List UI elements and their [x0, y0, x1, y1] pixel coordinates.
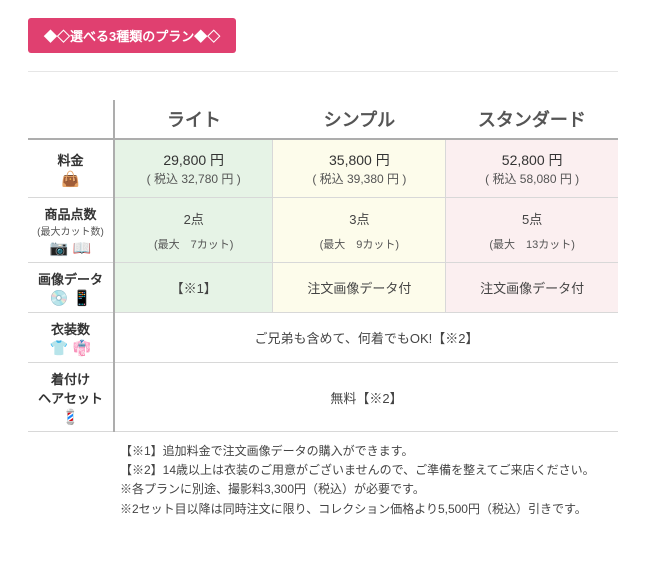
items-main: 5点 [522, 212, 542, 227]
price-sub: ( 税込 39,380 円 ) [312, 172, 406, 186]
cell-hair-all: 無料【※2】 [114, 363, 618, 432]
col-head-light: ライト [114, 100, 273, 139]
row-label: 着付け ヘアセット [38, 372, 103, 406]
plan-banner: ◆◇選べる3種類のプラン◆◇ [28, 18, 236, 53]
price-sub: ( 税込 58,080 円 ) [485, 172, 579, 186]
items-main: 3点 [349, 212, 369, 227]
clothes-icon: 👕 👘 [32, 341, 109, 356]
bag-icon: 👜 [32, 172, 109, 187]
cell-costume-all: ご兄弟も含めて、何着でもOK!【※2】 [114, 313, 618, 363]
cell-data-light: 【※1】 [114, 263, 273, 313]
plan-table: ライト シンプル スタンダード 料金 👜 29,800 円 ( 税込 32,78… [28, 100, 618, 432]
note-4: ※2セット目以降は同時注文に限り、コレクション価格より5,500円（税込）引きで… [120, 500, 618, 519]
row-label: 料金 [57, 153, 83, 168]
cell-fee-simple: 35,800 円 ( 税込 39,380 円 ) [273, 139, 446, 198]
cell-items-standard: 5点 (最大 13カット) [446, 198, 618, 263]
cell-data-simple: 注文画像データ付 [273, 263, 446, 313]
cell-fee-standard: 52,800 円 ( 税込 58,080 円 ) [446, 139, 618, 198]
items-sub: (最大 7カット) [121, 236, 266, 252]
note-3: ※各プランに別途、撮影料3,300円（税込）が必要です。 [120, 480, 618, 499]
col-head-standard: スタンダード [446, 100, 618, 139]
price-main: 35,800 円 [329, 152, 390, 168]
cell-items-light: 2点 (最大 7カット) [114, 198, 273, 263]
items-sub: (最大 9カット) [279, 236, 439, 252]
note-1: 【※1】追加料金で注文画像データの購入ができます。 [120, 442, 618, 461]
cell-items-simple: 3点 (最大 9カット) [273, 198, 446, 263]
disc-phone-icon: 💿 📱 [32, 291, 109, 306]
items-main: 2点 [184, 212, 204, 227]
row-head-items: 商品点数 (最大カット数) 📷 📖 [28, 198, 114, 263]
price-sub: ( 税込 32,780 円 ) [147, 172, 241, 186]
row-label: 商品点数 [44, 207, 96, 222]
comb-icon: 💈 [32, 410, 109, 425]
row-label: 衣装数 [51, 322, 90, 337]
price-main: 52,800 円 [502, 152, 563, 168]
row-head-hair: 着付け ヘアセット 💈 [28, 363, 114, 432]
row-sublabel: (最大カット数) [32, 223, 109, 238]
footnotes: 【※1】追加料金で注文画像データの購入ができます。 【※2】14歳以上は衣装のご… [120, 442, 618, 519]
cell-fee-light: 29,800 円 ( 税込 32,780 円 ) [114, 139, 273, 198]
price-main: 29,800 円 [163, 152, 224, 168]
camera-book-icon: 📷 📖 [32, 241, 109, 256]
row-head-data: 画像データ 💿 📱 [28, 263, 114, 313]
cell-data-standard: 注文画像データ付 [446, 263, 618, 313]
row-head-fee: 料金 👜 [28, 139, 114, 198]
note-2: 【※2】14歳以上は衣装のご用意がございませんので、ご準備を整えてご来店ください… [120, 461, 618, 480]
items-sub: (最大 13カット) [452, 236, 612, 252]
row-label: 画像データ [38, 272, 103, 287]
row-head-costume: 衣装数 👕 👘 [28, 313, 114, 363]
col-head-simple: シンプル [273, 100, 446, 139]
corner-cell [28, 100, 114, 139]
